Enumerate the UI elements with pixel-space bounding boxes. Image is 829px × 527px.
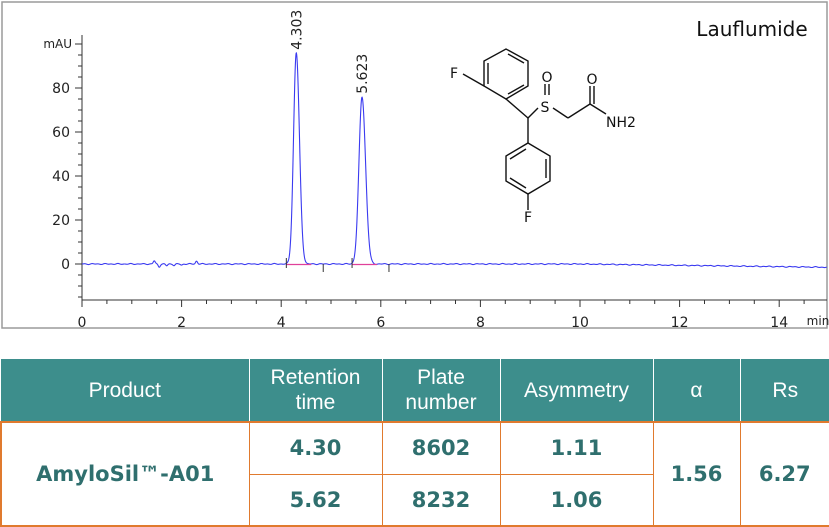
alpha-cell: 1.56 [652,421,741,527]
peak-label: 4.303 [289,10,305,50]
y-tick-label: 60 [52,125,70,141]
y-tick-label: 40 [52,169,70,185]
rs-cell: 6.27 [739,421,829,527]
x-tick-label: 0 [78,315,87,330]
sulfur-label: S [541,100,550,116]
amide-oxygen-label: O [586,72,597,88]
table-header-row: Product Retention time Plate number Asym… [1,359,829,422]
product-cell: AmyloSil™-A01 [0,421,250,527]
retention-cell: 5.62 [248,473,383,527]
header-retention-time: Retention time [248,359,382,422]
signal-trace [81,52,827,269]
plates-cell: 8232 [381,473,501,527]
plates-cell: 8602 [381,421,501,475]
fluorine-top-label: F [450,66,458,82]
peak-label: 5.623 [355,54,371,94]
x-tick-label: 4 [277,315,286,330]
table-row: 5.62 8232 1.06 [1,473,829,527]
asymmetry-cell: 1.11 [499,421,654,475]
chromatogram-chart: 0 20 40 60 80 mAU 0 2 4 6 8 10 12 14 min 4.303 5.623 La… [1,1,829,330]
sulfoxide-oxygen-label: O [541,70,552,86]
x-tick-label: 8 [476,315,485,330]
header-alpha: α [652,359,740,422]
y-tick-label: 20 [52,213,70,229]
asymmetry-cell: 1.06 [499,473,654,527]
trace-group: 4.303 5.623 [81,10,827,272]
x-axis-unit: min [807,314,829,328]
y-axis-unit: mAU [43,37,72,51]
y-tick-label: 80 [52,81,70,97]
chromatogram-panel: 0 20 40 60 80 mAU 0 2 4 6 8 10 12 14 min 4.303 5.623 La… [1,1,829,330]
amine-label: NH2 [606,115,636,131]
table-row: AmyloSil™-A01 4.30 8602 1.11 1.56 6.27 [0,421,829,527]
header-plate-number: Plate number [381,359,500,422]
x-tick-label: 14 [770,315,788,330]
retention-cell: 4.30 [248,421,383,475]
header-product: Product [1,359,249,422]
chart-frame [1,1,828,329]
x-tick-label: 10 [571,315,589,330]
results-table: Product Retention time Plate number Asym… [0,359,829,527]
y-tick-label: 0 [61,257,70,273]
header-rs: Rs [739,359,829,422]
header-asymmetry: Asymmetry [499,359,653,422]
x-tick-label: 12 [671,315,689,330]
axes: 0 20 40 60 80 mAU 0 2 4 6 8 10 12 14 min [43,35,829,330]
fluorine-bottom-label: F [524,210,532,226]
x-tick-label: 6 [376,315,385,330]
molecule-structure [462,48,607,210]
x-tick-label: 2 [177,315,186,330]
compound-name: Lauflumide [696,17,807,41]
